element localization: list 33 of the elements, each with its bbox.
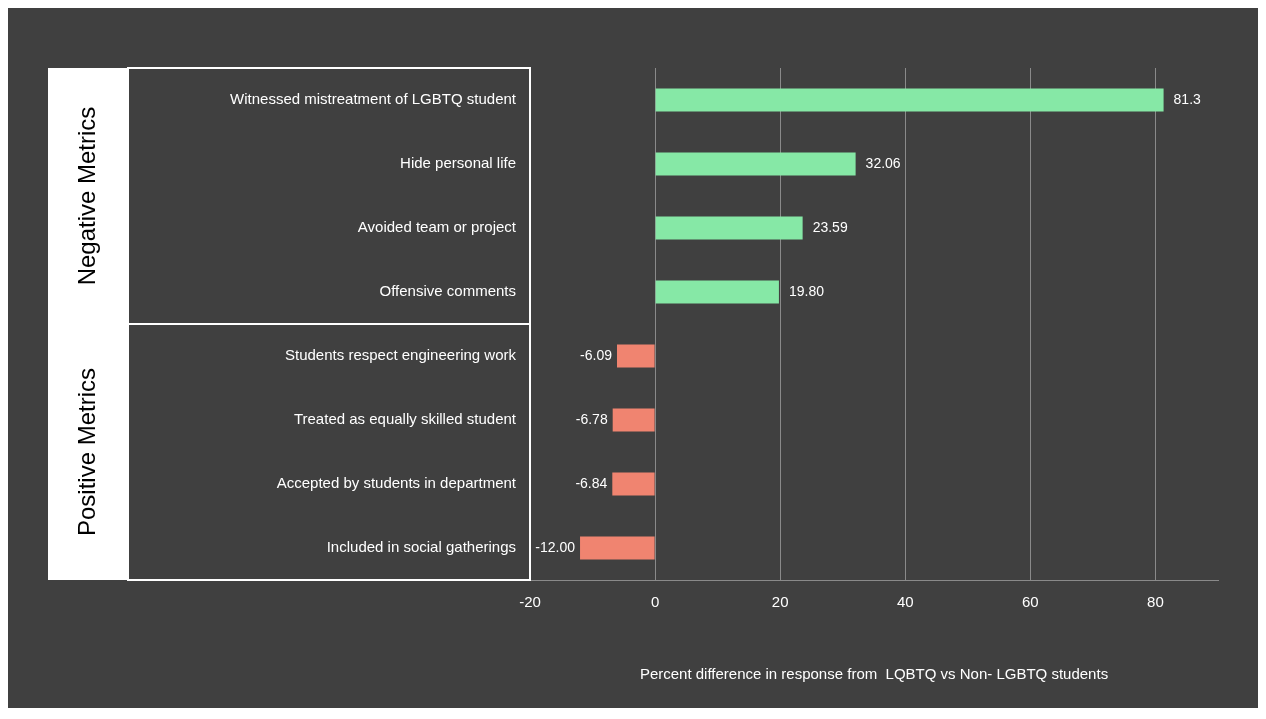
bar: [655, 280, 779, 304]
data-label: 23.59: [812, 218, 848, 235]
y-tick-label: Students respect engineering work: [285, 346, 517, 364]
bar: [612, 472, 655, 496]
x-tick-label: -20: [519, 593, 541, 611]
data-label: 81.3: [1173, 90, 1202, 107]
data-label: -6.09: [580, 346, 613, 363]
x-tick-label: 40: [896, 593, 914, 611]
y-tick-label: Accepted by students in department: [276, 474, 517, 492]
data-label: -6.78: [575, 410, 608, 427]
x-tick-label: 60: [1022, 593, 1039, 611]
bar: [655, 152, 856, 176]
y-tick-label: Witnessed mistreatment of LGBTQ student: [230, 90, 517, 108]
x-tick-label: 20: [771, 593, 789, 611]
x-tick-label: 80: [1147, 593, 1164, 611]
y-tick-label: Treated as equally skilled student: [293, 410, 517, 428]
data-label: -6.84: [575, 474, 608, 491]
data-label: 32.06: [865, 154, 901, 171]
bar: [655, 88, 1164, 112]
bar: [612, 408, 655, 432]
bar: [580, 536, 655, 560]
bar: [655, 216, 803, 240]
data-label: -12.00: [535, 538, 576, 555]
data-label: 19.80: [788, 282, 825, 299]
y-tick-label: Avoided team or project: [357, 218, 517, 236]
text: Positive Metrics: [72, 367, 100, 537]
text: Negative Metrics: [72, 106, 100, 286]
y-tick-label: Included in social gatherings: [326, 538, 516, 556]
x-axis-title: Percent difference in response from LQBTQ vs Non- LGBTQ students: [639, 665, 1109, 683]
bar: [617, 344, 655, 368]
x-tick-label: 0: [650, 593, 660, 611]
y-tick-label: Offensive comments: [379, 282, 516, 300]
y-tick-label: Hide personal life: [400, 154, 516, 172]
